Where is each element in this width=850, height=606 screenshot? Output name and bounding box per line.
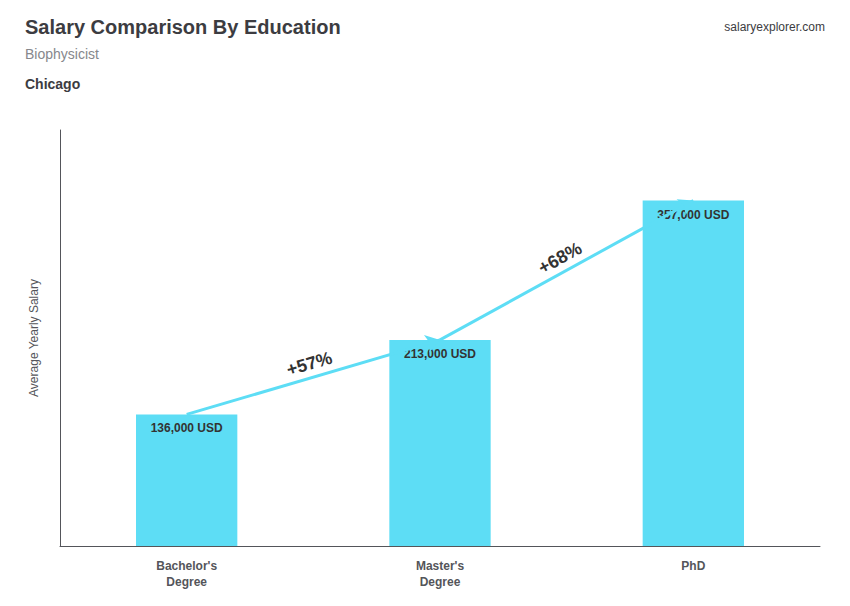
svg-text:136,000 USD: 136,000 USD (151, 421, 223, 435)
svg-text:357,000 USD: 357,000 USD (657, 207, 730, 222)
svg-text:+68%: +68% (535, 238, 585, 278)
svg-text:Salary Comparison By Education: Salary Comparison By Education (25, 16, 341, 38)
svg-text:Bachelor's: Bachelor's (156, 559, 217, 573)
svg-text:Master's: Master's (416, 559, 465, 573)
svg-text:Average Yearly Salary: Average Yearly Salary (27, 279, 41, 397)
svg-text:Degree: Degree (166, 575, 207, 589)
svg-text:Chicago: Chicago (25, 76, 80, 92)
svg-text:+57%: +57% (284, 348, 334, 380)
svg-text:Degree: Degree (420, 575, 461, 589)
svg-text:salaryexplorer.com: salaryexplorer.com (724, 20, 825, 34)
svg-text:PhD: PhD (681, 559, 705, 573)
svg-text:Biophysicist: Biophysicist (25, 46, 99, 62)
svg-text:213,000 USD: 213,000 USD (404, 347, 476, 361)
